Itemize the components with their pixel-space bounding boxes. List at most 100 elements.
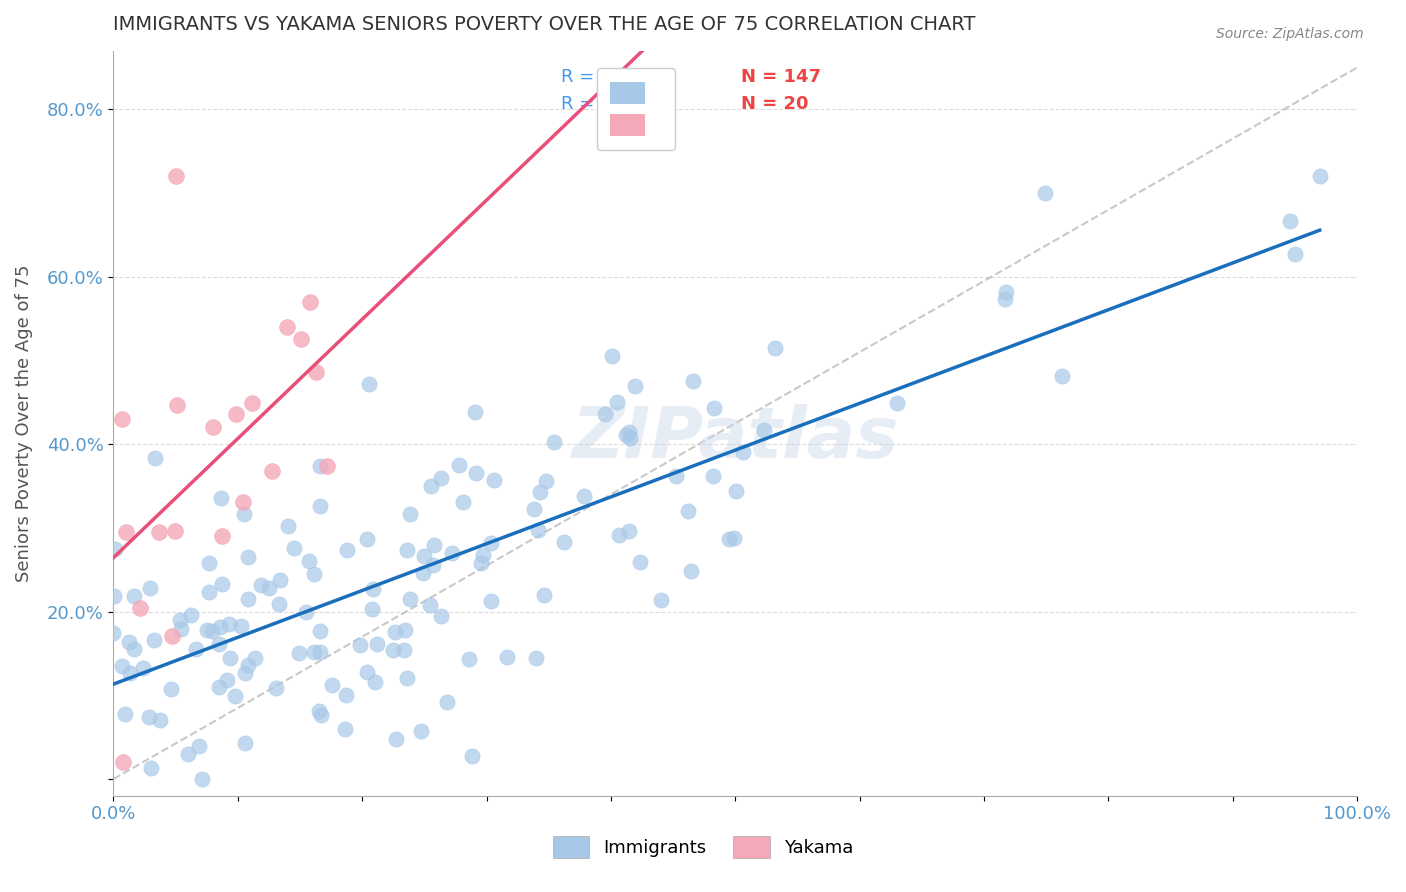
Point	[236, 550, 259, 565]
Point	[240, 396, 263, 410]
Point	[149, 713, 172, 727]
Point	[309, 707, 332, 722]
Point	[309, 499, 332, 513]
Point	[233, 507, 256, 521]
Point	[166, 399, 188, 413]
Point	[527, 523, 550, 537]
Point	[122, 589, 145, 603]
Y-axis label: Seniors Poverty Over the Age of 75: Seniors Poverty Over the Age of 75	[15, 265, 32, 582]
Point	[298, 554, 321, 568]
Point	[461, 749, 484, 764]
Point	[717, 532, 740, 546]
Point	[159, 681, 181, 696]
Point	[198, 584, 221, 599]
Point	[529, 484, 551, 499]
Point	[295, 605, 318, 619]
Point	[349, 638, 371, 652]
Point	[277, 518, 299, 533]
Point	[233, 665, 256, 680]
Point	[217, 673, 239, 687]
Point	[111, 659, 134, 673]
Point	[180, 608, 202, 623]
Point	[412, 566, 434, 580]
Point	[276, 319, 298, 334]
Point	[553, 535, 575, 549]
Point	[470, 557, 492, 571]
Point	[187, 739, 209, 753]
Point	[523, 502, 546, 516]
Point	[886, 396, 908, 410]
Point	[201, 624, 224, 639]
Point	[208, 637, 231, 651]
Point	[384, 624, 406, 639]
Point	[184, 642, 207, 657]
Point	[304, 567, 326, 582]
Point	[139, 581, 162, 595]
Point	[1050, 369, 1073, 384]
Point	[482, 473, 505, 487]
Point	[356, 532, 378, 546]
Point	[232, 494, 254, 508]
Text: IMMIGRANTS VS YAKAMA SENIORS POVERTY OVER THE AGE OF 75 CORRELATION CHART: IMMIGRANTS VS YAKAMA SENIORS POVERTY OVE…	[114, 15, 976, 34]
Point	[165, 169, 187, 184]
Point	[236, 658, 259, 673]
Point	[260, 464, 283, 478]
Point	[111, 756, 134, 770]
Point	[143, 633, 166, 648]
Point	[103, 626, 125, 640]
Point	[118, 634, 141, 648]
Point	[533, 588, 555, 602]
Point	[177, 747, 200, 761]
Point	[111, 411, 134, 425]
Point	[360, 602, 382, 616]
Point	[224, 689, 246, 703]
Point	[422, 558, 444, 572]
Point	[335, 688, 357, 702]
Point	[225, 407, 247, 421]
Point	[211, 529, 233, 543]
Point	[458, 652, 481, 666]
Point	[665, 469, 688, 483]
Point	[1033, 186, 1056, 201]
Point	[614, 427, 637, 442]
Point	[682, 375, 704, 389]
Point	[356, 665, 378, 679]
Point	[305, 365, 328, 379]
Point	[316, 458, 339, 473]
Point	[259, 581, 281, 595]
Point	[198, 556, 221, 570]
Point	[298, 294, 321, 309]
Point	[419, 599, 441, 613]
Point	[436, 695, 458, 709]
Point	[676, 504, 699, 518]
Point	[141, 761, 163, 775]
Point	[250, 578, 273, 592]
Point	[333, 722, 356, 736]
Point	[218, 617, 240, 632]
Point	[395, 543, 418, 558]
Point	[420, 479, 443, 493]
Point	[208, 620, 231, 634]
Point	[148, 524, 170, 539]
Text: Source: ZipAtlas.com: Source: ZipAtlas.com	[1216, 27, 1364, 41]
Point	[617, 425, 640, 440]
Point	[409, 723, 432, 738]
Point	[361, 582, 384, 596]
Point	[423, 538, 446, 552]
Point	[451, 494, 474, 508]
Point	[308, 458, 330, 473]
Point	[447, 458, 470, 472]
Point	[233, 736, 256, 750]
Point	[464, 466, 486, 480]
Point	[624, 379, 647, 393]
Point	[201, 420, 224, 434]
Point	[619, 431, 641, 445]
Point	[336, 542, 359, 557]
Point	[359, 376, 381, 391]
Point	[396, 671, 419, 685]
Point	[170, 622, 193, 636]
Point	[430, 609, 453, 624]
Point	[229, 619, 252, 633]
Point	[118, 665, 141, 680]
Point	[593, 407, 616, 421]
